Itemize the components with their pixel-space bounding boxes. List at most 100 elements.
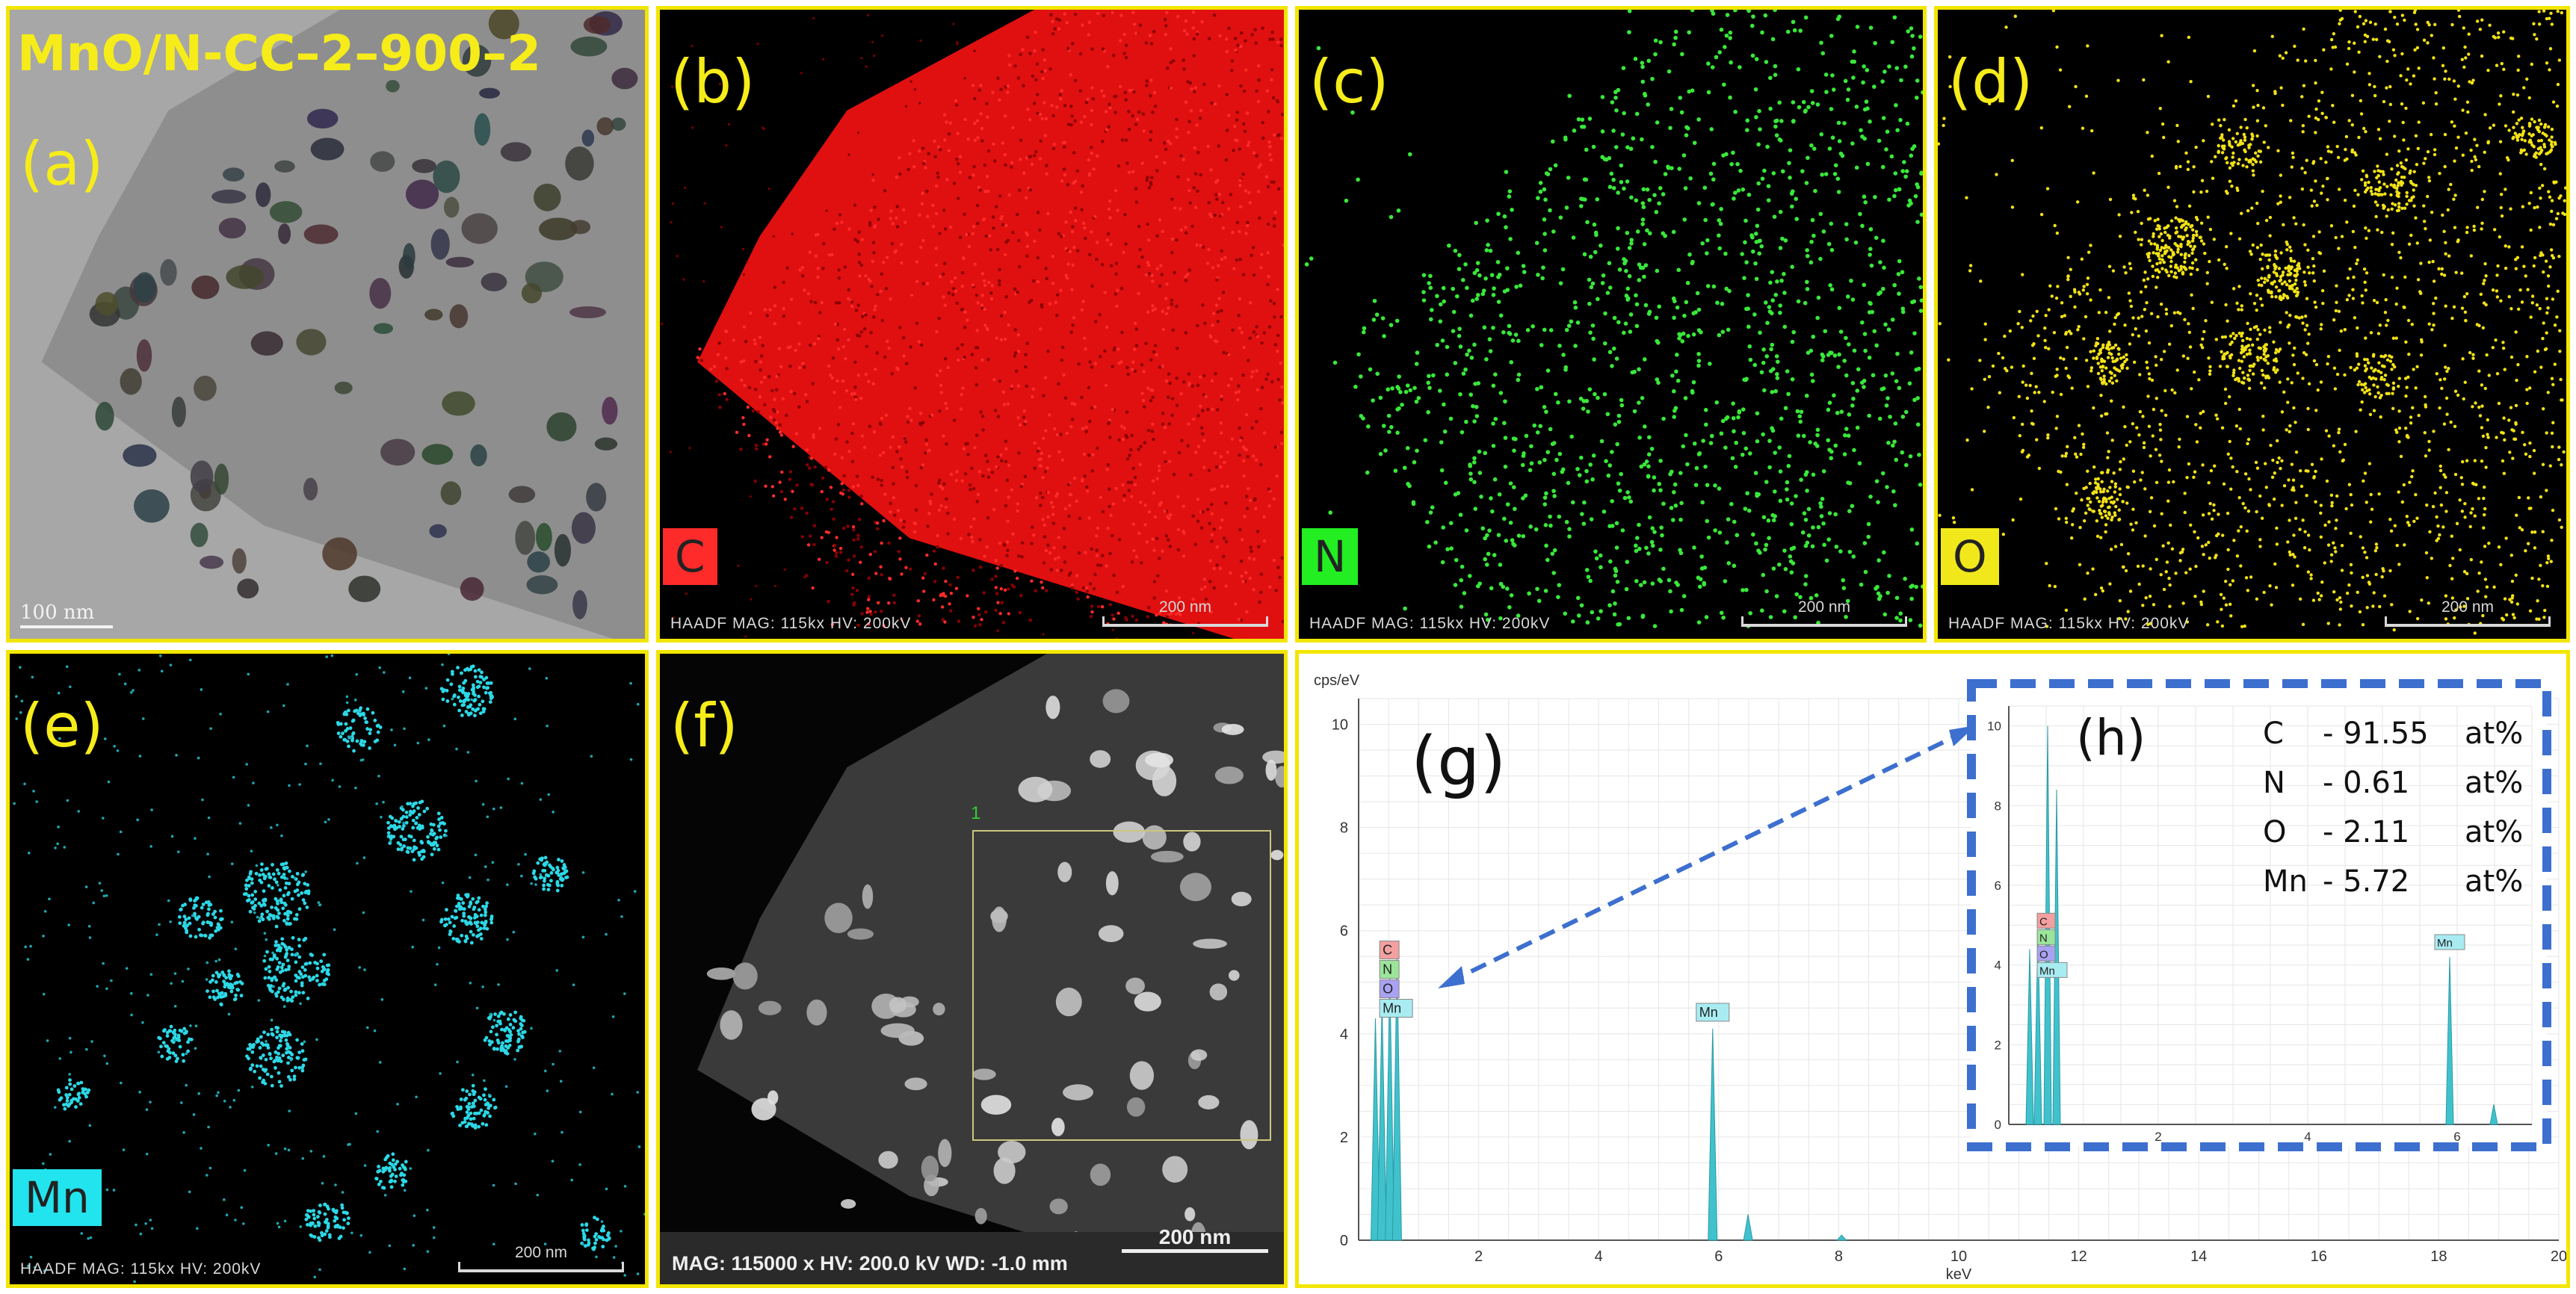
micro-info-d: HAADF MAG: 115kx HV: 200kV: [1948, 615, 2190, 632]
x-tick-label: 14: [2190, 1248, 2207, 1265]
panel-letter-h: (h): [2076, 709, 2146, 767]
sample-label: MnO/N-CC–2–900–2: [17, 25, 541, 82]
y-tick-label: 10: [1332, 717, 1348, 734]
element-badge-o: O: [1941, 528, 1999, 585]
x-tick-label: 6: [1714, 1248, 1723, 1265]
analysis-region: [972, 830, 1271, 1141]
x-tick-label: 18: [2430, 1248, 2447, 1265]
scale-bar-c-label: 200 nm: [1797, 598, 1851, 616]
composition-unit: at%: [2465, 766, 2523, 800]
panel-letter-b: (b): [670, 47, 756, 117]
composition-value: - 5.72: [2323, 864, 2409, 899]
n-element-map: [1299, 10, 1923, 639]
analysis-region-label: 1: [971, 803, 981, 823]
element-badge-c: C: [663, 528, 717, 585]
micro-info-e: HAADF MAG: 115kx HV: 200kV: [20, 1260, 262, 1278]
composition-value: - 0.61: [2323, 766, 2409, 800]
panel-e-mn-map: (e) Mn HAADF MAG: 115kx HV: 200kV 200 nm: [6, 650, 649, 1288]
element-badge-mn: Mn: [13, 1169, 102, 1226]
composition-element: C: [2263, 716, 2284, 751]
inset-x-tick-label: 4: [2304, 1130, 2311, 1144]
spectrum-peak: [1708, 1028, 1718, 1241]
panel-c-n-map: (c) N HAADF MAG: 115kx HV: 200kV 200 nm: [1295, 6, 1927, 643]
scale-bar-a: 100 nm: [20, 601, 113, 628]
scale-bar-a-label: 100 nm: [20, 601, 95, 624]
mn-element-map: [10, 654, 645, 1284]
inset-spectrum-peak: [2025, 949, 2034, 1125]
x-axis-label: keV: [1946, 1266, 1972, 1283]
scale-bar-e: 200 nm: [458, 1244, 624, 1272]
spectrum-peak: [1377, 1003, 1387, 1241]
composition-element: Mn: [2263, 864, 2308, 899]
panel-a-tem: MnO/N-CC–2–900–2 (a) 100 nm: [6, 6, 649, 643]
panel-letter-g: (g): [1411, 722, 1506, 801]
y-axis-label: cps/eV: [1314, 672, 1360, 689]
inset-x-tick-label: 2: [2155, 1130, 2161, 1144]
inset-y-tick-label: 10: [1987, 719, 2001, 734]
x-tick-label: 2: [1474, 1248, 1483, 1265]
inset-peak-label: N: [2039, 932, 2048, 944]
panel-f-haadf: (f) 1 MAG: 115000 x HV: 200.0 kV WD: -1.…: [656, 650, 1288, 1288]
c-element-map: [660, 10, 1284, 639]
panel-g-eds-spectrum: 2 4 6 8 10 12 14 16 18 20 0 2 4 6 8 10 cps/eV keV C N O Mn Mn(…: [1295, 650, 2570, 1288]
panel-b-c-map: (b) C HAADF MAG: 115kx HV: 200kV 200 nm: [656, 6, 1288, 643]
scale-bar-b: 200 nm: [1102, 598, 1268, 627]
peak-label: N: [1383, 962, 1392, 977]
inset-y-tick-label: 8: [1995, 799, 2001, 813]
scale-bar-e-label: 200 nm: [514, 1244, 568, 1261]
inset-y-tick-label: 6: [1995, 879, 2001, 893]
x-tick-label: 10: [1950, 1248, 1967, 1265]
composition-element: O: [2263, 815, 2286, 849]
info-strip-f: [660, 1232, 1284, 1284]
inset-peak-label: Mn: [2437, 937, 2453, 950]
inset-peak-label: C: [2039, 915, 2048, 928]
peak-label: C: [1383, 943, 1392, 958]
peak-label: Mn: [1383, 1001, 1401, 1016]
panel-letter-e: (e): [20, 691, 104, 761]
scale-bar-f: 200 nm: [1122, 1225, 1268, 1253]
x-tick-label: 4: [1595, 1248, 1603, 1265]
micro-info-c: HAADF MAG: 115kx HV: 200kV: [1309, 615, 1551, 632]
scale-bar-b-label: 200 nm: [1158, 598, 1212, 616]
spectrum-peak: [1743, 1214, 1753, 1241]
scale-bar-f-label: 200 nm: [1158, 1225, 1232, 1248]
scale-bar-d: 200 nm: [2385, 598, 2551, 627]
composition-unit: at%: [2465, 716, 2523, 751]
inset-spectrum-peak: [2445, 956, 2454, 1125]
inset-y-tick-label: 0: [1995, 1118, 2001, 1132]
haadf-image: [660, 654, 1284, 1284]
x-tick-label: 20: [2551, 1248, 2566, 1265]
inset-y-tick-label: 4: [1995, 959, 2001, 973]
composition-unit: at%: [2465, 815, 2523, 849]
inset-y-tick-label: 2: [1995, 1038, 2001, 1052]
inset-spectrum-peak: [2033, 929, 2042, 1125]
spectrum-peak: [1392, 956, 1402, 1241]
scale-bar-d-label: 200 nm: [2441, 598, 2495, 616]
panel-letter-a: (a): [20, 129, 104, 199]
composition-unit: at%: [2465, 864, 2523, 899]
x-tick-label: 16: [2311, 1248, 2327, 1265]
spectrum-peak: [1370, 1018, 1380, 1241]
y-tick-label: 6: [1340, 923, 1348, 940]
x-tick-label: 12: [2070, 1248, 2087, 1265]
y-tick-label: 0: [1340, 1233, 1348, 1249]
micro-info-f: MAG: 115000 x HV: 200.0 kV WD: -1.0 mm: [672, 1252, 1068, 1275]
peak-label: Mn: [1699, 1005, 1718, 1020]
panel-letter-c: (c): [1309, 47, 1389, 117]
micro-info-b: HAADF MAG: 115kx HV: 200kV: [670, 615, 912, 632]
element-badge-n: N: [1302, 528, 1359, 585]
panel-d-o-map: (d) O HAADF MAG: 115kx HV: 200kV 200 nm: [1934, 6, 2570, 643]
spectrum-peak: [1836, 1234, 1847, 1241]
x-tick-label: 8: [1835, 1248, 1843, 1265]
y-tick-label: 2: [1340, 1130, 1348, 1146]
y-tick-label: 8: [1340, 820, 1348, 837]
composition-value: - 91.55: [2323, 716, 2429, 751]
o-element-map: [1938, 10, 2566, 639]
inset-peak-label: O: [2039, 948, 2048, 961]
composition-element: N: [2263, 766, 2285, 800]
panel-letter-f: (f): [670, 691, 738, 761]
tem-image: [10, 10, 645, 639]
y-tick-label: 4: [1340, 1027, 1348, 1043]
peak-label: O: [1383, 982, 1393, 997]
